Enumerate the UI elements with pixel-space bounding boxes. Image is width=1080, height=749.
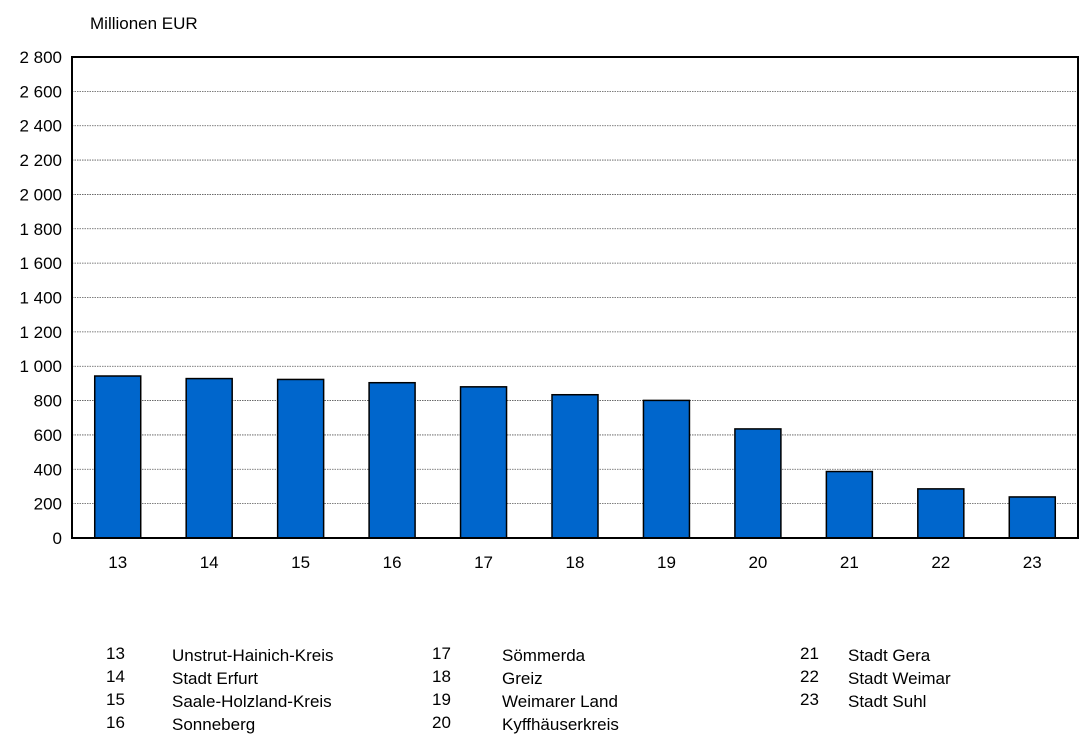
legend-number: 14 — [106, 667, 125, 687]
y-tick-label: 1 200 — [19, 323, 62, 342]
x-tick-label: 22 — [931, 553, 950, 572]
legend-number: 18 — [432, 667, 451, 687]
y-tick-label: 2 800 — [19, 48, 62, 67]
x-tick-label: 17 — [474, 553, 493, 572]
y-tick-label: 2 600 — [19, 82, 62, 101]
y-tick-label: 600 — [34, 426, 62, 445]
y-tick-label: 0 — [53, 529, 62, 548]
y-axis-unit-label: Millionen EUR — [90, 14, 198, 33]
legend-region-name: Kyffhäuserkreis — [502, 715, 619, 735]
legend-number: 15 — [106, 690, 125, 710]
bar-chart: Millionen EUR 0 200 400 600 800 1 000 1 200 1 4… — [0, 0, 1080, 600]
bars — [95, 376, 1056, 538]
y-tick-label: 1 800 — [19, 220, 62, 239]
legend-region-name: Stadt Erfurt — [172, 669, 258, 689]
x-tick-label: 13 — [108, 553, 127, 572]
legend-region-name: Sonneberg — [172, 715, 255, 735]
x-tick-label: 15 — [291, 553, 310, 572]
y-tick-label: 1 400 — [19, 289, 62, 308]
bar-18 — [552, 395, 598, 538]
legend-number: 19 — [432, 690, 451, 710]
x-tick-label: 23 — [1023, 553, 1042, 572]
x-tick-label: 18 — [566, 553, 585, 572]
legend-region-name: Stadt Gera — [848, 646, 930, 666]
y-tick-label: 800 — [34, 392, 62, 411]
bar-20 — [735, 429, 781, 538]
legend-region-name: Stadt Weimar — [848, 669, 951, 689]
y-axis-ticks: 0 200 400 600 800 1 000 1 200 1 400 1 600 1 800 2 … — [19, 48, 62, 548]
x-tick-label: 21 — [840, 553, 859, 572]
y-tick-label: 2 400 — [19, 117, 62, 136]
y-tick-label: 2 200 — [19, 151, 62, 170]
x-tick-label: 14 — [200, 553, 219, 572]
legend-number: 13 — [106, 644, 125, 664]
bar-19 — [643, 400, 689, 538]
legend-region-name: Greiz — [502, 669, 543, 689]
x-tick-label: 20 — [748, 553, 767, 572]
bar-21 — [826, 472, 872, 538]
x-tick-label: 19 — [657, 553, 676, 572]
bar-22 — [918, 489, 964, 538]
bar-16 — [369, 383, 415, 538]
legend-region-name: Weimarer Land — [502, 692, 618, 712]
y-tick-label: 1 600 — [19, 254, 62, 273]
legend-region-name: Sömmerda — [502, 646, 585, 666]
legend-number: 20 — [432, 713, 451, 733]
bar-17 — [461, 387, 507, 538]
legend-region-name: Unstrut-Hainich-Kreis — [172, 646, 334, 666]
bar-15 — [278, 379, 324, 538]
bar-14 — [186, 379, 232, 538]
bar-23 — [1009, 497, 1055, 538]
y-tick-label: 1 000 — [19, 357, 62, 376]
y-tick-label: 2 000 — [19, 185, 62, 204]
legend-number: 17 — [432, 644, 451, 664]
y-tick-label: 200 — [34, 495, 62, 514]
legend-number: 23 — [800, 690, 819, 710]
x-axis-ticks: 13 14 15 16 17 18 19 20 21 22 23 — [108, 553, 1041, 572]
legend-number: 16 — [106, 713, 125, 733]
bar-13 — [95, 376, 141, 538]
x-tick-label: 16 — [383, 553, 402, 572]
legend-region-name: Saale-Holzland-Kreis — [172, 692, 332, 712]
legend-region-name: Stadt Suhl — [848, 692, 926, 712]
legend-number: 21 — [800, 644, 819, 664]
y-tick-label: 400 — [34, 460, 62, 479]
legend-number: 22 — [800, 667, 819, 687]
